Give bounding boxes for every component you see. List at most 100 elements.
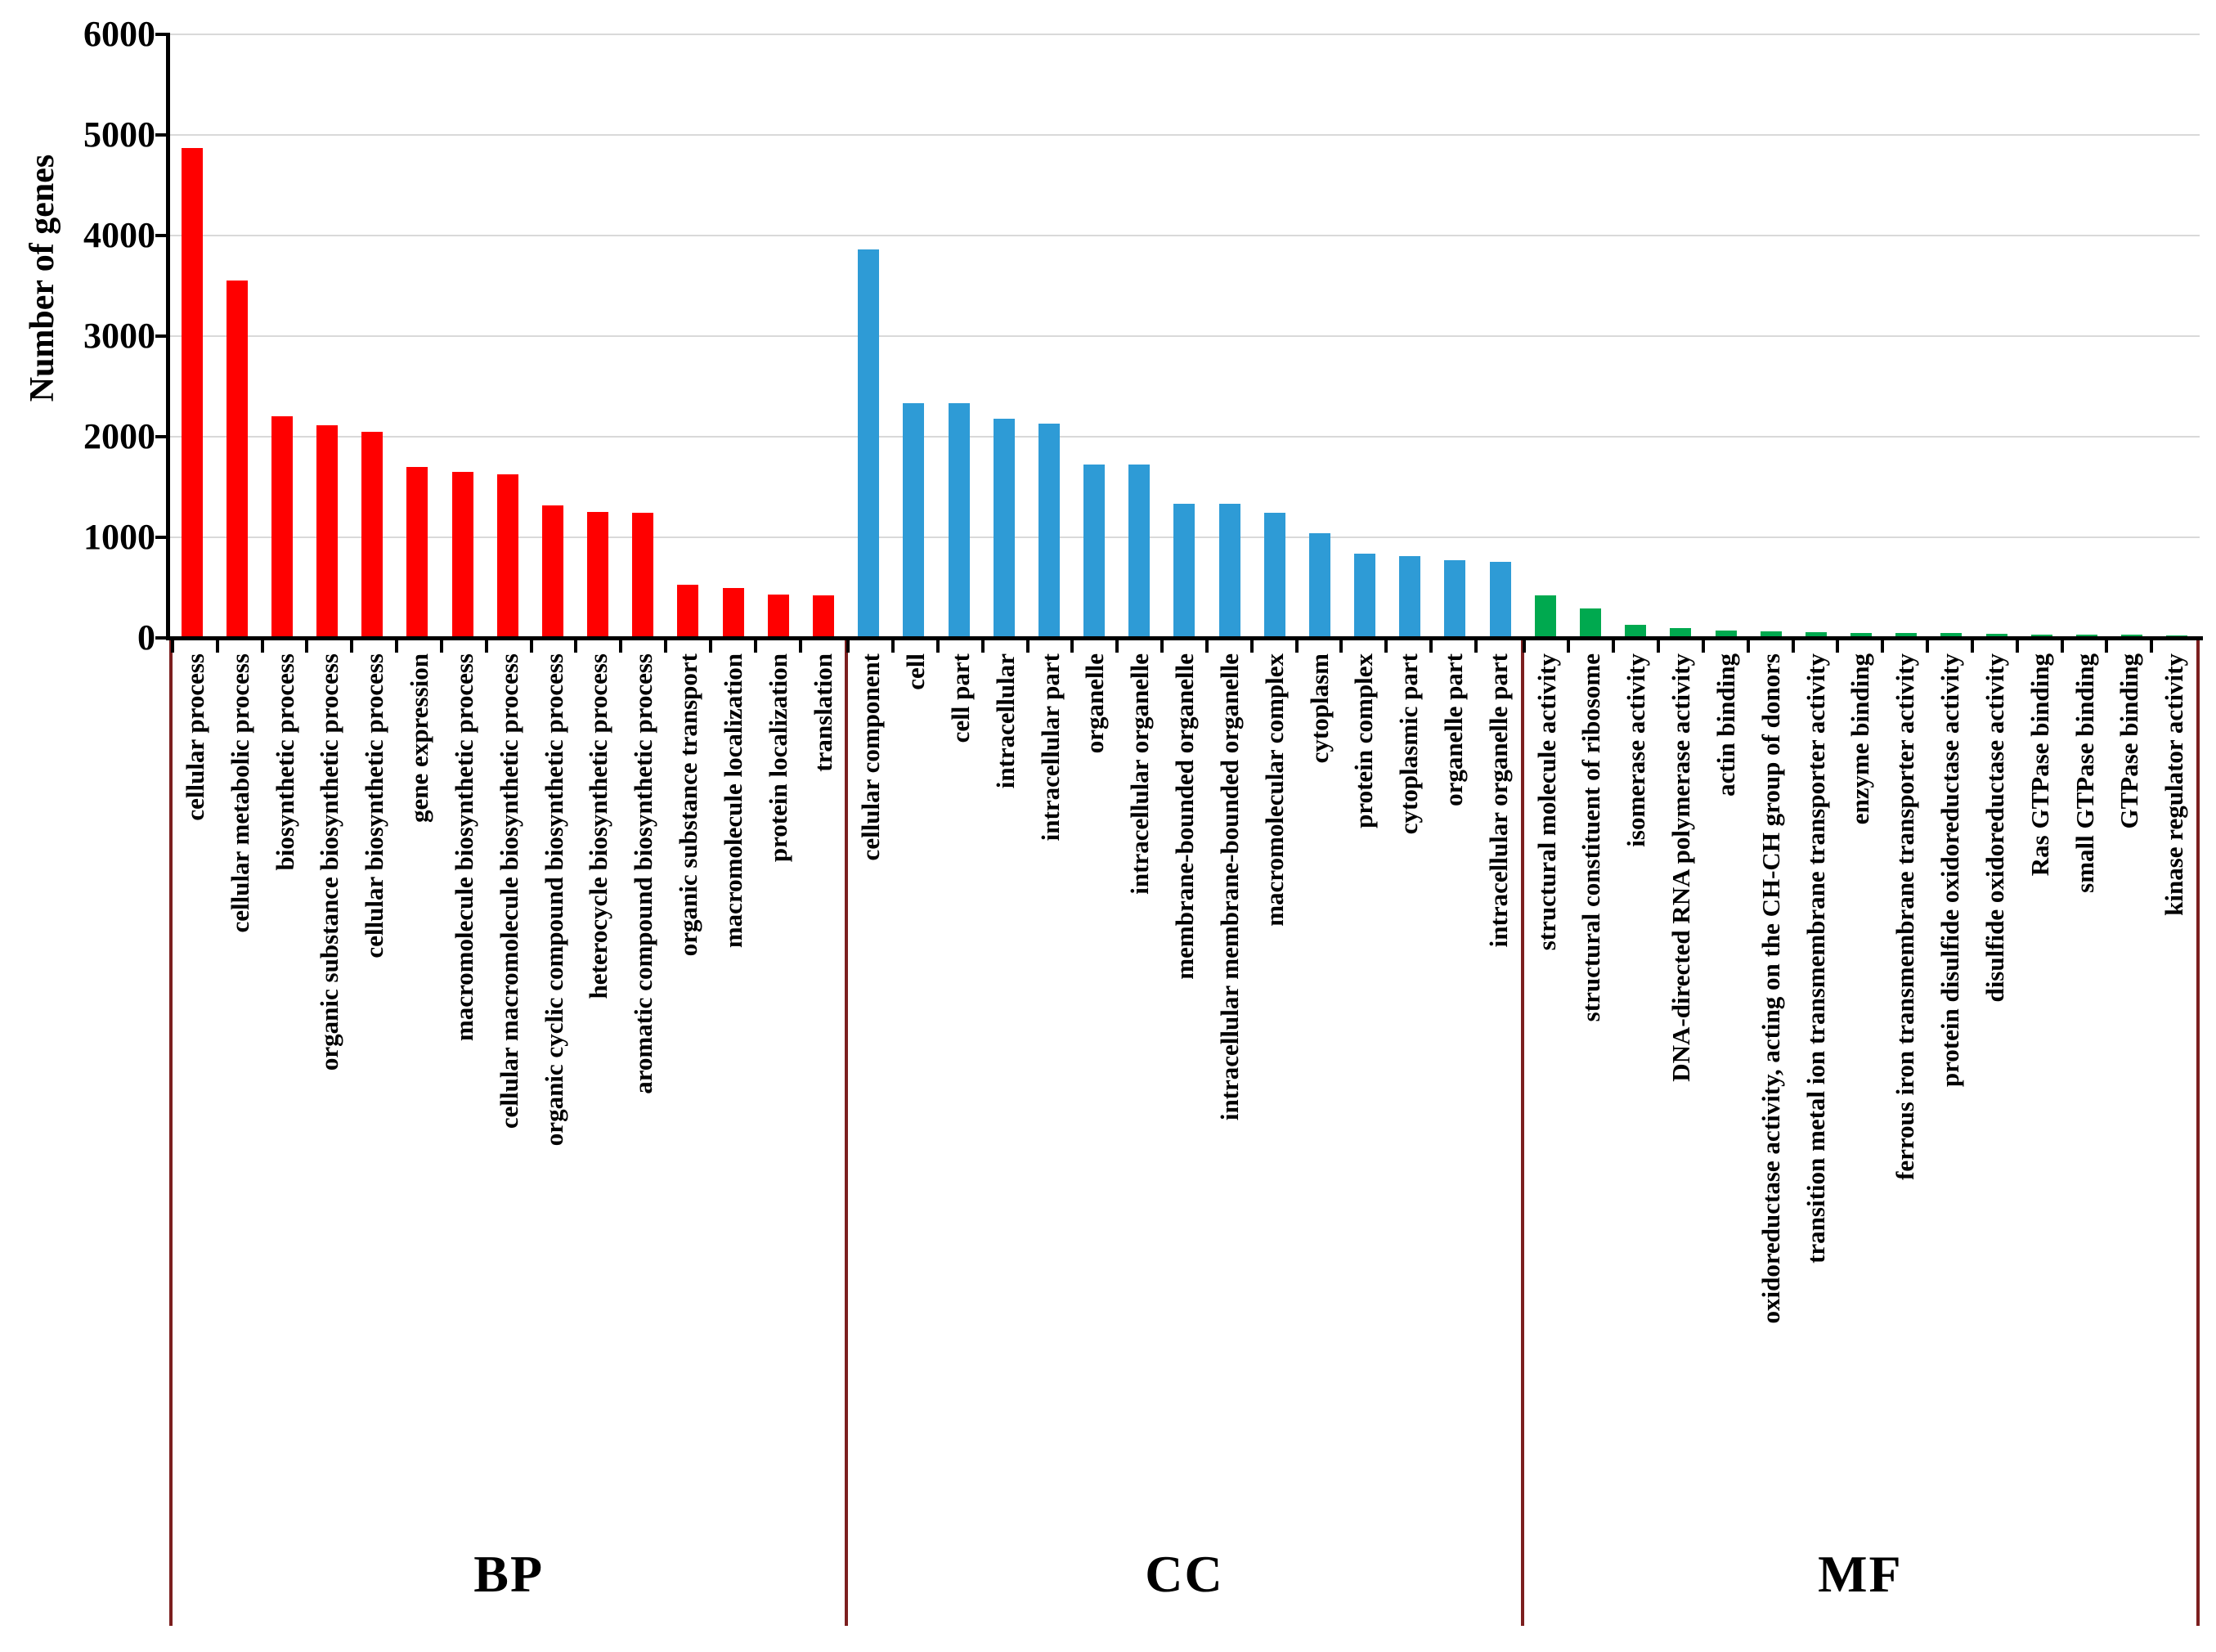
x-tick-label: cellular biosynthetic process: [360, 653, 389, 958]
bar-slot: [1884, 34, 1929, 638]
bar-slot: [1388, 34, 1433, 638]
bar-slot: [801, 34, 846, 638]
x-tick-label: cellular process: [180, 653, 209, 821]
x-tick-slot: macromolecule localization: [708, 640, 756, 1626]
x-tick-label: DNA-directed RNA polymerase activity: [1666, 653, 1696, 1082]
x-tick-label: translation: [808, 653, 837, 772]
x-tick-label: biosynthetic process: [270, 653, 299, 871]
x-tick-label: isomerase activity: [1622, 653, 1651, 847]
x-tick-slot: oxidoreductase activity, acting on the C…: [1746, 640, 1793, 1626]
y-tick-mark: [155, 536, 169, 539]
y-tick-label: 2000: [83, 416, 155, 456]
bar-slot: [981, 34, 1026, 638]
bar-slot: [1343, 34, 1388, 638]
x-tick-slot: heterocycle biosynthetic process: [574, 640, 621, 1626]
x-tick-slot: enzyme binding: [1836, 640, 1882, 1626]
x-tick-slot: actin binding: [1701, 640, 1748, 1626]
bar-cc: [1489, 561, 1511, 638]
x-tick-label: organic substance biosynthetic process: [315, 653, 344, 1071]
x-tick-slot: membrane-bounded organelle: [1160, 640, 1207, 1626]
y-tick-label: 5000: [83, 114, 155, 155]
x-tick-slot: cellular biosynthetic process: [350, 640, 397, 1626]
bar-slot: [1839, 34, 1884, 638]
bar-bp: [541, 505, 563, 638]
bar-bp: [451, 472, 473, 638]
x-tick-slot: intracellular membrane-bounded organelle: [1204, 640, 1252, 1626]
bar-bp: [496, 474, 518, 638]
bar-bp: [181, 148, 203, 638]
y-tick-label: 3000: [83, 316, 155, 356]
bar-cc: [903, 403, 925, 638]
x-tick-slot: protein complex: [1339, 640, 1386, 1626]
bar-slot: [169, 34, 214, 638]
x-tick-label: macromolecule biosynthetic process: [449, 653, 478, 1042]
bar-section-cc: [846, 34, 1523, 638]
bar-section-mf: [1523, 34, 2200, 638]
bar-mf: [1715, 631, 1737, 638]
x-tick-label: aromatic compound biosynthetic process: [629, 653, 658, 1094]
x-tick-slot: intracellular organelle part: [1474, 640, 1521, 1626]
bar-slot: [1162, 34, 1207, 638]
x-tick-slot: structural constituent of ribosome: [1567, 640, 1613, 1626]
category-label-band: cellular process cellular metabolic proce…: [169, 640, 2200, 1626]
x-tick-label: cellular macromolecule biosynthetic proc…: [494, 653, 523, 1129]
bar-bp: [271, 416, 293, 638]
y-tick-label: 6000: [83, 14, 155, 54]
x-tick-label: cytoplasmic part: [1394, 653, 1424, 835]
y-tick-mark: [155, 33, 169, 36]
x-tick-slot: isomerase activity: [1612, 640, 1658, 1626]
bar-bp: [677, 584, 699, 638]
section-title-mf: MF: [1818, 1545, 1903, 1603]
y-tick-mark: [155, 234, 169, 237]
x-tick-label: intracellular organelle part: [1483, 653, 1513, 948]
x-tick-slot: organic substance biosynthetic process: [305, 640, 352, 1626]
bar-slot: [576, 34, 621, 638]
bar-mf: [2030, 634, 2052, 638]
x-tick-label: kinase regulator activity: [2160, 653, 2189, 916]
x-tick-label: protein complex: [1349, 653, 1379, 828]
bar-slot: [1568, 34, 1613, 638]
x-tick-label: organic substance transport: [674, 653, 703, 957]
bar-cc: [858, 249, 880, 638]
x-tick-slot: Ras GTPase binding: [2015, 640, 2062, 1626]
bar-mf: [1805, 631, 1827, 638]
bar-slot: [1974, 34, 2019, 638]
bar-slot: [1613, 34, 1658, 638]
bar-section-bp: [169, 34, 846, 638]
y-tick-mark: [155, 636, 169, 640]
bar-slot: [1297, 34, 1342, 638]
gridline: [169, 436, 2200, 438]
x-tick-label: enzyme binding: [1846, 653, 1875, 825]
x-tick-label: membrane-bounded organelle: [1170, 653, 1200, 980]
x-tick-label: macromolecule localization: [718, 653, 747, 949]
bar-mf: [1940, 633, 1963, 638]
x-tick-label: intracellular part: [1035, 653, 1065, 842]
x-tick-label: structural constituent of ribosome: [1577, 653, 1606, 1022]
x-tick-label: cell: [901, 653, 931, 690]
bar-slot: [1523, 34, 1568, 638]
label-section-bp: cellular process cellular metabolic proce…: [169, 640, 849, 1626]
x-tick-slot: kinase regulator activity: [2150, 640, 2196, 1626]
y-tick-mark: [155, 133, 169, 137]
x-tick-slot: protein disulfide oxidoreductase activit…: [1926, 640, 1972, 1626]
x-tick-label: structural molecule activity: [1532, 653, 1561, 951]
gridline: [169, 134, 2200, 136]
x-tick-slot: transition metal ion transmembrane trans…: [1791, 640, 1838, 1626]
x-tick-slot: cellular metabolic process: [215, 640, 262, 1626]
bar-cc: [1038, 424, 1060, 638]
bar-slot: [621, 34, 666, 638]
bar-cc: [948, 403, 970, 638]
x-tick-label: heterocycle biosynthetic process: [584, 653, 613, 999]
bar-slot: [530, 34, 575, 638]
x-tick-label: organic cyclic compound biosynthetic pro…: [539, 653, 568, 1147]
x-tick-label: macromolecular complex: [1259, 653, 1289, 927]
bar-slot: [1658, 34, 1703, 638]
x-tick-label: Ras GTPase binding: [2025, 653, 2054, 877]
bar-mf: [1580, 608, 1602, 638]
bar-slot: [259, 34, 304, 638]
plot-area: [169, 34, 2200, 638]
section-title-cc: CC: [1145, 1545, 1224, 1603]
bar-slot: [1026, 34, 1071, 638]
bar-slot: [440, 34, 485, 638]
bar-slot: [666, 34, 711, 638]
